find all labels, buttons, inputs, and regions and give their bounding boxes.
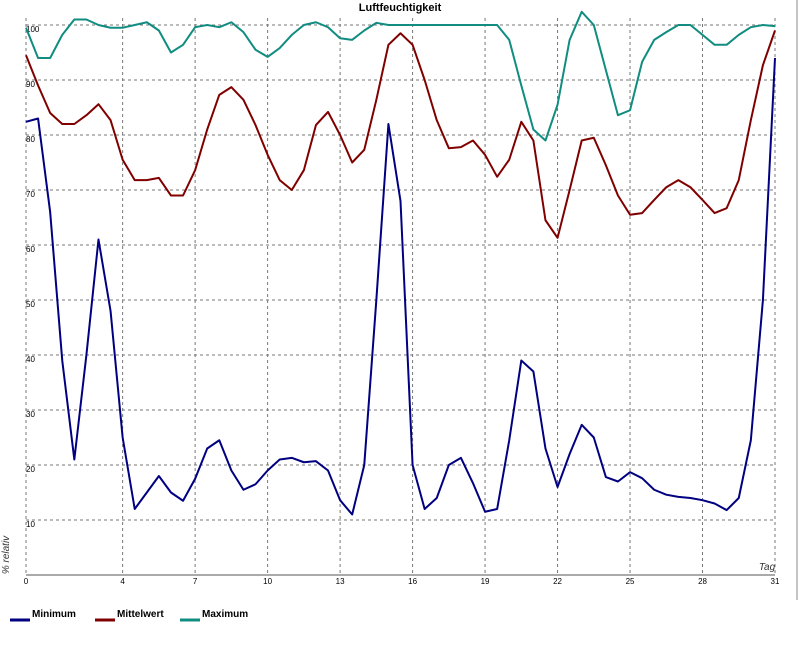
line-series	[25, 57, 776, 516]
x-tick-label: 13	[336, 577, 345, 586]
x-tick-label: 31	[771, 577, 780, 586]
y-axis-label: % relativ	[1, 535, 12, 574]
y-tick-label: 60	[26, 245, 35, 254]
y-tick-label: 50	[26, 300, 35, 309]
y-tick-label: 70	[26, 190, 35, 199]
x-tick-label: 0	[24, 577, 29, 586]
x-tick-label: 22	[553, 577, 562, 586]
y-tick-label: 10	[26, 520, 35, 529]
legend-label: Mittelwert	[117, 609, 164, 620]
x-tick-label: 16	[408, 577, 417, 586]
line-series	[25, 10, 776, 142]
y-tick-label: 100	[26, 25, 40, 34]
x-tick-label: 7	[193, 577, 198, 586]
x-tick-label: 19	[481, 577, 490, 586]
y-tick-label: 80	[26, 135, 35, 144]
y-tick-label: 90	[26, 80, 35, 89]
legend-label: Minimum	[32, 609, 76, 620]
chart-title: Luftfeuchtigkeit	[359, 2, 442, 14]
x-tick-label: 25	[626, 577, 635, 586]
x-axis-label: Tag	[759, 562, 776, 573]
y-tick-label: 40	[26, 355, 35, 364]
y-tick-label: 20	[26, 465, 35, 474]
x-tick-label: 28	[698, 577, 707, 586]
y-tick-label: 30	[26, 410, 35, 419]
x-tick-label: 10	[263, 577, 272, 586]
legend-label: Maximum	[202, 609, 248, 620]
x-tick-label: 4	[120, 577, 125, 586]
line-series	[25, 30, 776, 239]
